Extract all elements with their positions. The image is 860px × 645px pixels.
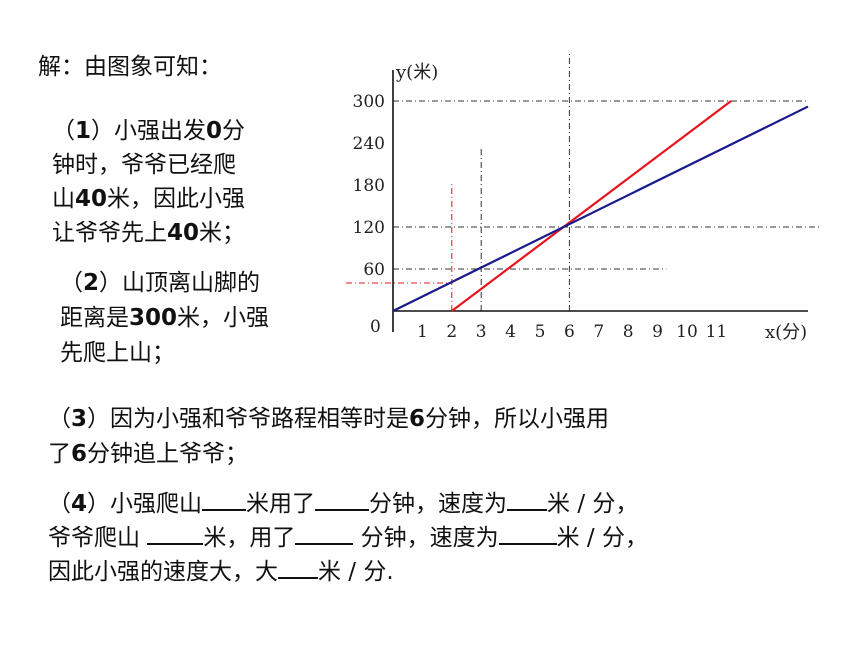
part1-line2: 钟时，爷爷已经爬 [52, 152, 236, 178]
part2-line1: （2）山顶离山脚的 [60, 270, 261, 296]
x-tick-9: 9 [652, 322, 663, 342]
xiaoqiang-line [451, 100, 732, 312]
part2-line2: 距离是300米，小强 [60, 305, 270, 331]
blank-gp-speed[interactable] [498, 519, 557, 545]
series-lines [392, 100, 809, 312]
x-tick-3: 3 [476, 322, 487, 342]
part1-line1: （1）小强出发0分 [52, 118, 246, 144]
part2-line3: 先爬上山； [60, 340, 175, 366]
y-tick-labels: 60 120 180 240 300 [353, 92, 385, 280]
blank-xq-time[interactable] [315, 485, 370, 511]
x-tick-7: 7 [593, 322, 604, 342]
x-tick-6: 6 [564, 322, 575, 342]
part3-line2: 了6分钟追上爷爷； [48, 441, 249, 467]
part3-line1: （3）因为小强和爷爷路程相等时是6分钟，所以小强用 [48, 406, 610, 432]
blank-gp-distance[interactable] [147, 519, 204, 545]
blank-speed-diff[interactable] [278, 553, 318, 579]
x-tick-labels: 1 2 3 4 5 6 7 8 9 10 11 [417, 322, 727, 342]
y-tick-300: 300 [353, 92, 385, 112]
x-tick-1: 1 [417, 322, 428, 342]
distance-time-graph: 1 2 3 4 5 6 7 8 9 10 11 60 120 180 240 300 0 y(米) x(分) [346, 52, 820, 343]
x-tick-10: 10 [676, 322, 698, 342]
x-tick-4: 4 [505, 322, 516, 342]
x-axis-label: x(分) [765, 322, 807, 343]
part4-line3: 因此小强的速度大，大米 / 分. [48, 553, 394, 589]
axes [392, 70, 808, 332]
x-tick-2: 2 [446, 322, 457, 342]
solution-heading: 解：由图象可知： [38, 54, 222, 80]
y-axis-label: y(米) [395, 62, 438, 83]
blank-xq-speed[interactable] [507, 485, 548, 511]
blank-xq-distance[interactable] [202, 485, 247, 511]
x-tick-5: 5 [535, 322, 546, 342]
y-tick-60: 60 [363, 260, 385, 280]
grandpa-line [392, 105, 809, 312]
blank-gp-time[interactable] [295, 519, 354, 545]
x-tick-8: 8 [623, 322, 634, 342]
part4-line1: （4）小强爬山 米用了 分钟，速度为米 / 分， [48, 485, 638, 521]
part1-line3: 山40米，因此小强 [52, 186, 246, 212]
guide-lines [346, 52, 820, 311]
y-tick-120: 120 [353, 218, 385, 238]
y-tick-180: 180 [353, 176, 385, 196]
part1-line4: 让爷爷先上40米； [52, 220, 246, 246]
part4-line2: 爷爷爬山 米，用了 分钟，速度为米 / 分， [48, 519, 648, 555]
origin-label: 0 [370, 317, 381, 337]
x-tick-11: 11 [706, 322, 728, 342]
y-tick-240: 240 [353, 134, 385, 154]
